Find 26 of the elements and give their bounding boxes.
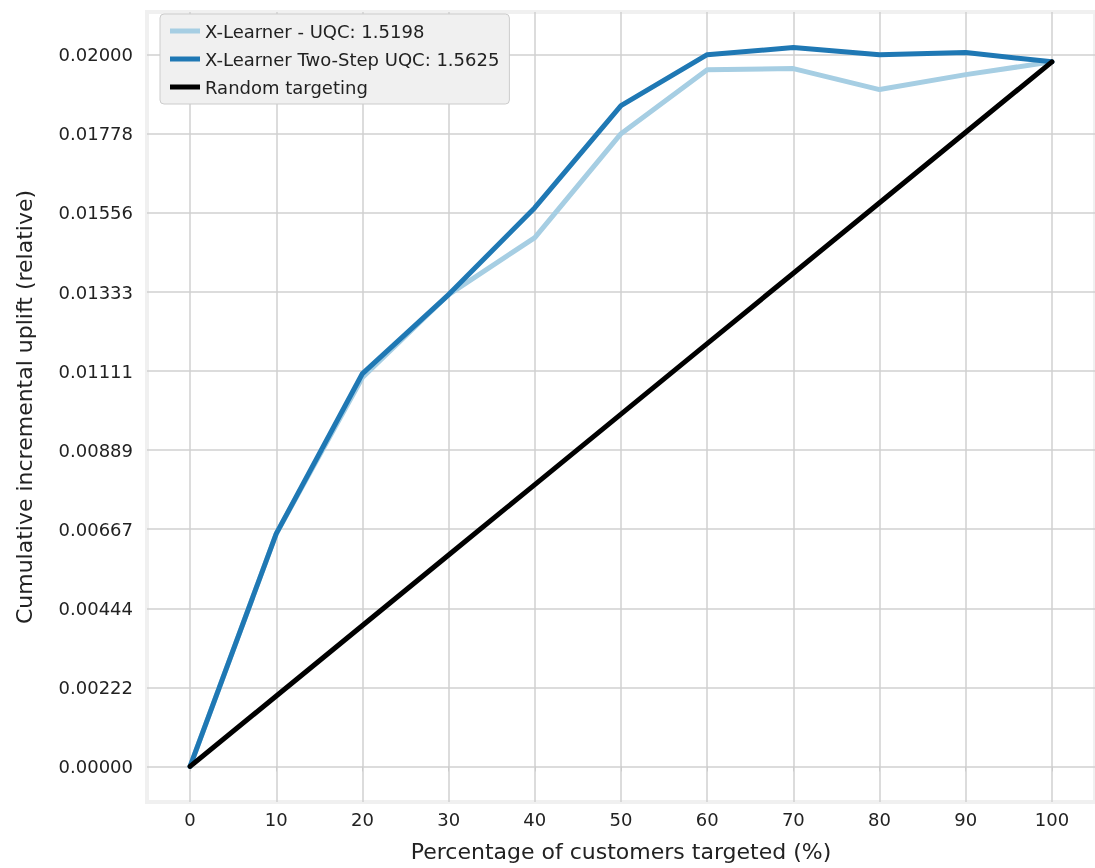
x-tick-label: 100 xyxy=(1034,808,1070,830)
x-tick-label: 70 xyxy=(781,808,805,830)
x-tick-label: 10 xyxy=(264,808,288,830)
x-tick-label: 90 xyxy=(954,808,978,830)
x-tick-label: 30 xyxy=(437,808,461,830)
y-tick-label: 0.00667 xyxy=(58,518,133,540)
y-tick-label: 0.01333 xyxy=(58,281,133,303)
y-tick-label: 0.00444 xyxy=(58,597,133,619)
y-tick-label: 0.00000 xyxy=(58,755,133,777)
legend-label: X-Learner - UQC: 1.5198 xyxy=(205,20,425,42)
y-tick-label: 0.01556 xyxy=(58,202,133,224)
legend-label: Random targeting xyxy=(205,76,368,98)
y-tick-label: 0.00222 xyxy=(58,676,133,698)
legend-label: X-Learner Two-Step UQC: 1.5625 xyxy=(205,48,500,70)
x-axis-title: Percentage of customers targeted (%) xyxy=(410,838,832,864)
y-tick-label: 0.01778 xyxy=(58,123,133,145)
y-tick-label: 0.02000 xyxy=(58,44,133,66)
y-axis-title: Cumulative incremental uplift (relative) xyxy=(11,189,37,625)
y-tick-label: 0.01111 xyxy=(58,360,133,382)
x-tick-label: 0 xyxy=(184,808,196,830)
x-tick-label: 80 xyxy=(868,808,891,830)
x-tick-label: 50 xyxy=(609,808,633,830)
y-tick-label: 0.00889 xyxy=(58,439,133,461)
x-tick-label: 40 xyxy=(523,808,547,830)
x-tick-label: 60 xyxy=(695,808,719,830)
x-tick-label: 20 xyxy=(351,808,374,830)
